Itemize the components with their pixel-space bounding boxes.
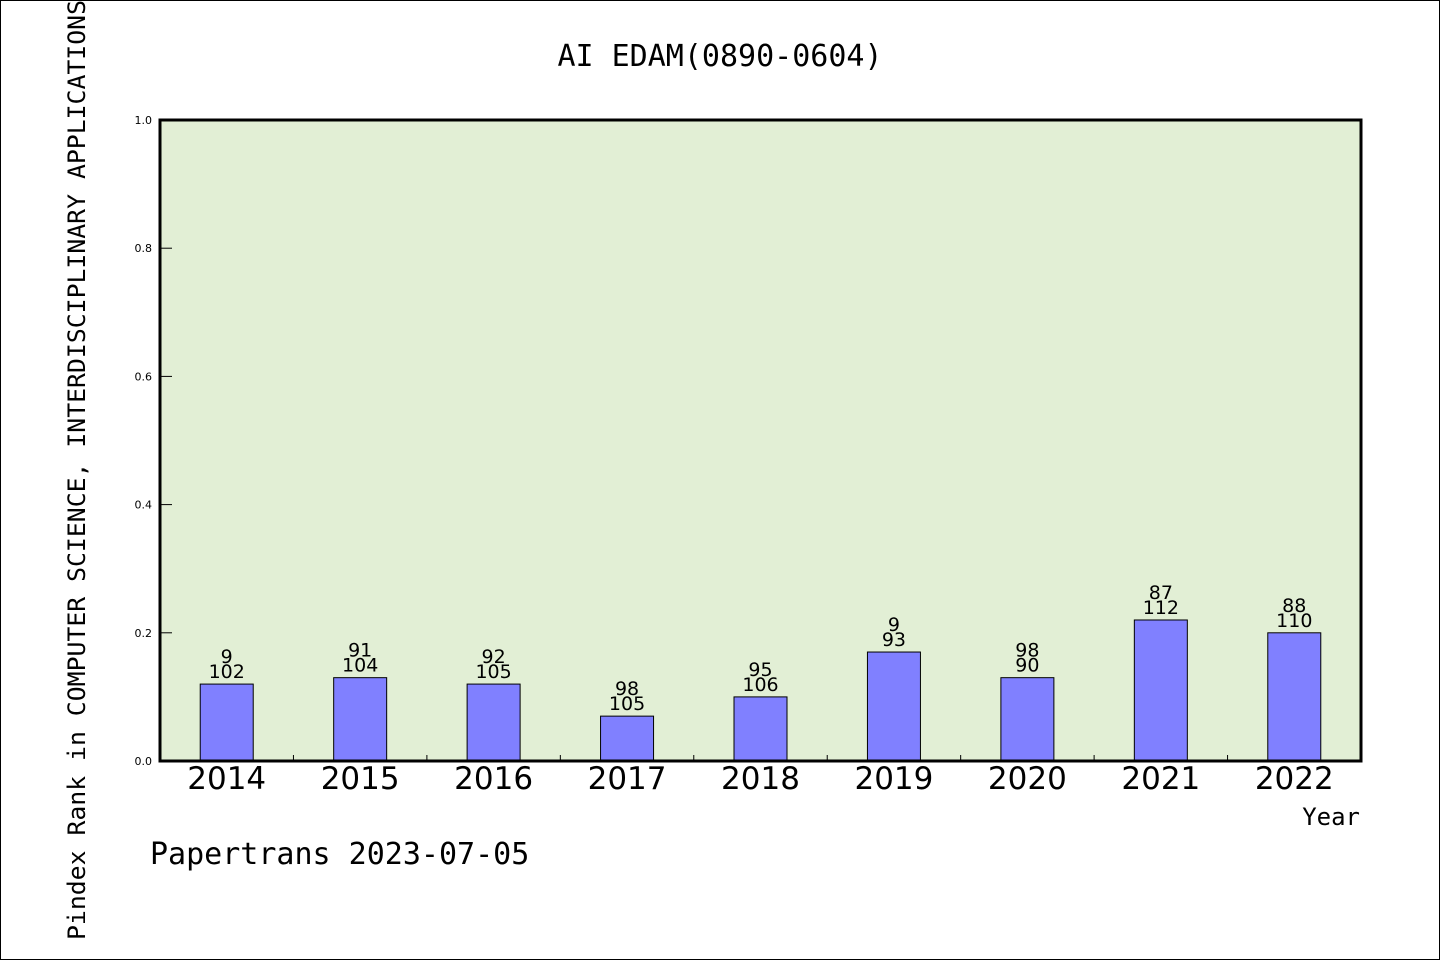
x-tick-label-2017: 2017 bbox=[588, 761, 667, 797]
bar-label-bottom-2020: 90 bbox=[1015, 655, 1039, 677]
plot-border bbox=[158, 118, 1363, 763]
bar-label-bottom-2015: 104 bbox=[342, 655, 378, 677]
bar-label-top-2022: 88 bbox=[1282, 595, 1306, 617]
bar-label-bottom-2021: 112 bbox=[1143, 597, 1179, 619]
bar-2019 bbox=[866, 651, 921, 762]
y-tick-label-0.0: 0.0 bbox=[135, 755, 153, 768]
bar-label-bottom-2017: 105 bbox=[609, 693, 645, 715]
bar-label-top-2015: 91 bbox=[348, 640, 372, 662]
bar-label-top-2016: 92 bbox=[482, 646, 506, 668]
x-tick-label-2016: 2016 bbox=[454, 761, 533, 797]
bar-2018 bbox=[733, 696, 788, 762]
bar-label-top-2019: 9 bbox=[888, 614, 900, 636]
bar-label-top-2018: 95 bbox=[748, 659, 772, 681]
bar-label-bottom-2016: 105 bbox=[475, 661, 511, 683]
x-tick-label-2020: 2020 bbox=[988, 761, 1067, 797]
bar-label-top-2014: 9 bbox=[221, 646, 233, 668]
y-axis-ticks: 0.0 0.2 0.4 0.6 0.8 1.0 bbox=[135, 114, 172, 768]
x-tick-label-2018: 2018 bbox=[721, 761, 800, 797]
bars-group bbox=[199, 619, 1322, 762]
x-tick-label-2021: 2021 bbox=[1121, 761, 1200, 797]
bar-label-bottom-2019: 93 bbox=[882, 629, 906, 651]
bar-label-top-2021: 87 bbox=[1149, 582, 1173, 604]
bar-2016 bbox=[466, 683, 521, 762]
bar-2020 bbox=[1000, 677, 1055, 762]
y-tick-label-1.0: 1.0 bbox=[135, 114, 153, 127]
bar-2015 bbox=[333, 677, 388, 762]
x-tick-label-2015: 2015 bbox=[321, 761, 400, 797]
bar-2022 bbox=[1267, 632, 1322, 762]
x-axis-label: Year bbox=[1302, 803, 1360, 831]
x-tick-label-2014: 2014 bbox=[187, 761, 266, 797]
bar-label-bottom-2018: 106 bbox=[742, 674, 778, 696]
y-tick-label-0.2: 0.2 bbox=[135, 627, 153, 640]
y-tick-label-0.8: 0.8 bbox=[135, 242, 153, 255]
bar-label-top-2017: 98 bbox=[615, 678, 639, 700]
bar-2017 bbox=[600, 715, 655, 762]
bar-2021 bbox=[1133, 619, 1188, 762]
y-axis-label: Pindex Rank in COMPUTER SCIENCE, INTERDI… bbox=[63, 0, 91, 940]
bar-label-bottom-2022: 110 bbox=[1276, 610, 1312, 632]
x-axis-ticks: 2014 2015 2016 2017 2018 2019 2020 2021 2022 bbox=[187, 755, 1334, 797]
x-tick-label-2019: 2019 bbox=[854, 761, 933, 797]
chart-title: AI EDAM(0890-0604) bbox=[557, 39, 882, 74]
y-tick-label-0.4: 0.4 bbox=[135, 499, 153, 512]
bar-2014 bbox=[199, 683, 254, 762]
y-tick-label-0.6: 0.6 bbox=[135, 370, 153, 383]
bar-label-bottom-2014: 102 bbox=[209, 661, 245, 683]
credit-text: Papertrans 2023-07-05 bbox=[150, 837, 529, 872]
x-tick-label-2022: 2022 bbox=[1255, 761, 1334, 797]
bar-label-top-2020: 98 bbox=[1015, 640, 1039, 662]
